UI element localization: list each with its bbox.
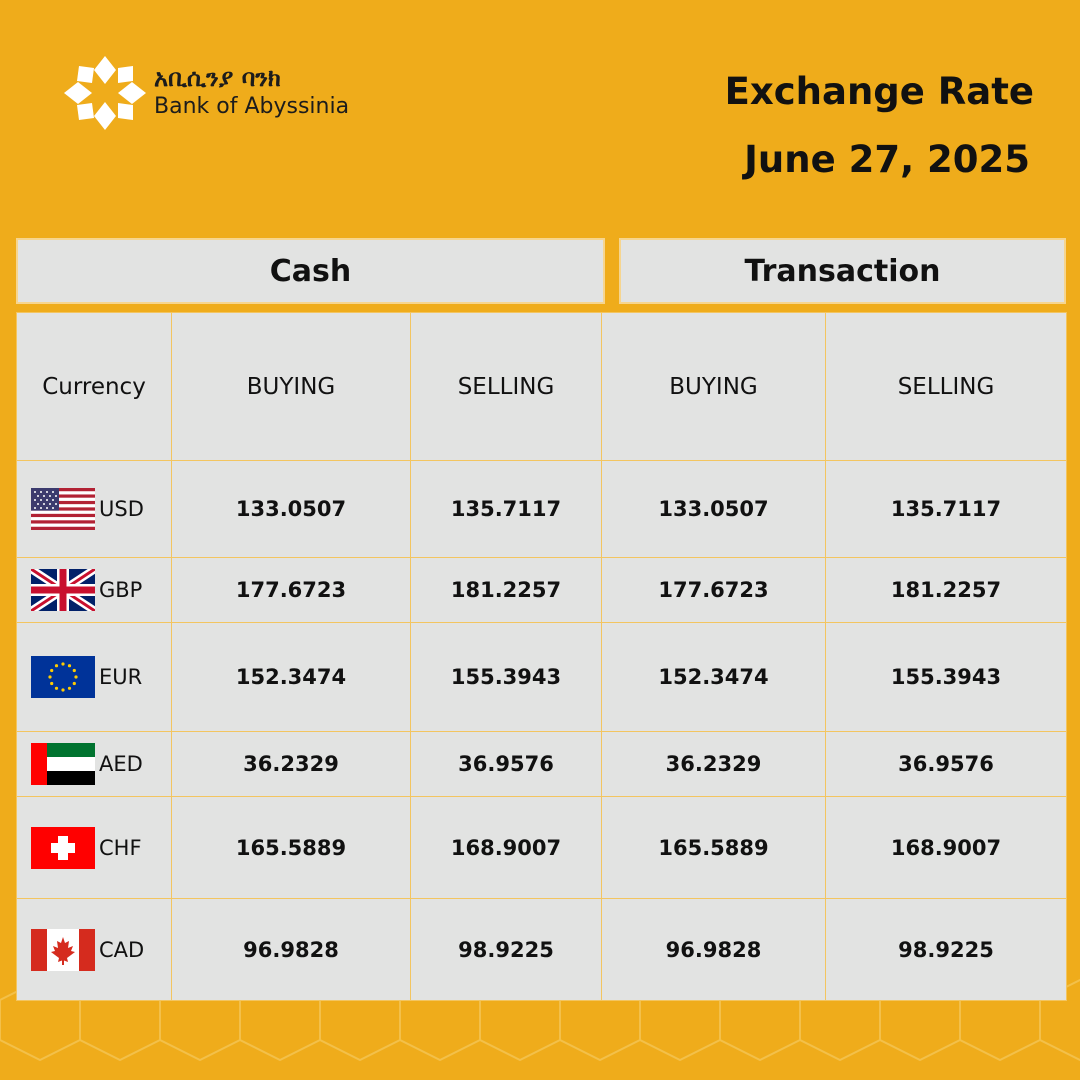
cash-selling-value: 135.7117 <box>410 460 602 558</box>
cash-selling-value: 36.9576 <box>410 731 602 797</box>
trans-buying-value: 152.3474 <box>601 622 826 732</box>
trans-buying-value: 165.5889 <box>601 796 826 899</box>
col-cash-selling: SELLING <box>410 312 602 461</box>
trans-buying-value: 177.6723 <box>601 557 826 623</box>
currency-cell: CAD <box>16 898 172 1001</box>
page-title: Exchange Rate <box>724 70 1034 113</box>
cash-buying-value: 165.5889 <box>171 796 411 899</box>
currency-cell: GBP <box>16 557 172 623</box>
table-row: USD 133.0507 135.7117 133.0507 135.7117 <box>16 460 1067 558</box>
trans-selling-value: 135.7117 <box>825 460 1067 558</box>
currency-code: GBP <box>99 578 143 602</box>
currency-cell: CHF <box>16 796 172 899</box>
eu-flag-icon <box>31 656 95 698</box>
canada-flag-icon <box>31 928 95 971</box>
col-trans-selling: SELLING <box>825 312 1067 461</box>
bank-name-english: Bank of Abyssinia <box>154 94 350 119</box>
cash-buying-value: 133.0507 <box>171 460 411 558</box>
cash-buying-value: 96.9828 <box>171 898 411 1001</box>
cash-group-header: Cash <box>16 238 605 304</box>
trans-buying-value: 96.9828 <box>601 898 826 1001</box>
table-row: GBP 177.6723 181.2257 177.6723 181.2257 <box>16 557 1067 623</box>
table-row: AED 36.2329 36.9576 36.2329 36.9576 <box>16 731 1067 797</box>
currency-code: CHF <box>99 835 142 860</box>
us-flag-icon <box>31 488 95 530</box>
trans-buying-value: 133.0507 <box>601 460 826 558</box>
currency-code: CAD <box>99 937 145 962</box>
table-row: CAD 96.9828 98.9225 96.9828 98.9225 <box>16 898 1067 1001</box>
transaction-group-header: Transaction <box>619 238 1066 304</box>
uae-flag-icon <box>31 743 95 785</box>
trans-selling-value: 155.3943 <box>825 622 1067 732</box>
cash-buying-value: 177.6723 <box>171 557 411 623</box>
bank-name-amharic: አቢሲንያ ባንክ <box>154 64 281 92</box>
star-logo-icon <box>64 56 146 130</box>
cash-selling-value: 168.9007 <box>410 796 602 899</box>
exchange-rate-table: Currency BUYING SELLING BUYING SELLING <box>16 312 1067 1001</box>
currency-cell: USD <box>16 460 172 558</box>
trans-selling-value: 98.9225 <box>825 898 1067 1001</box>
currency-cell: AED <box>16 731 172 797</box>
rate-date: June 27, 2025 <box>744 138 1030 181</box>
currency-cell: EUR <box>16 622 172 732</box>
cash-selling-value: 181.2257 <box>410 557 602 623</box>
uk-flag-icon <box>31 569 95 611</box>
table-row: EUR 152.3474 155.3943 152.3474 155.3943 <box>16 622 1067 732</box>
bank-logo: አቢሲንያ ባንክ Bank of Abyssinia <box>64 56 364 130</box>
currency-code: EUR <box>99 665 143 689</box>
col-currency: Currency <box>16 312 172 461</box>
table-header-row: Currency BUYING SELLING BUYING SELLING <box>16 312 1067 461</box>
cash-selling-value: 155.3943 <box>410 622 602 732</box>
currency-code: AED <box>99 752 143 776</box>
cash-selling-value: 98.9225 <box>410 898 602 1001</box>
cash-buying-value: 36.2329 <box>171 731 411 797</box>
table-row: CHF 165.5889 168.9007 165.5889 168.9007 <box>16 796 1067 899</box>
currency-code: USD <box>99 497 144 521</box>
swiss-flag-icon <box>31 826 95 869</box>
cash-buying-value: 152.3474 <box>171 622 411 732</box>
trans-selling-value: 181.2257 <box>825 557 1067 623</box>
col-trans-buying: BUYING <box>601 312 826 461</box>
trans-buying-value: 36.2329 <box>601 731 826 797</box>
trans-selling-value: 36.9576 <box>825 731 1067 797</box>
col-cash-buying: BUYING <box>171 312 411 461</box>
trans-selling-value: 168.9007 <box>825 796 1067 899</box>
